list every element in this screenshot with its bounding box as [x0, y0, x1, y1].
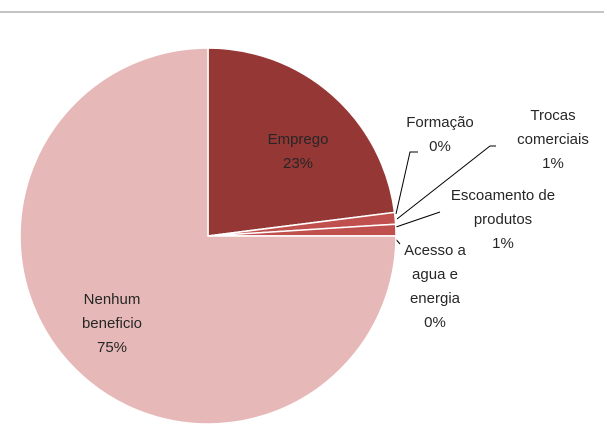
category-label: Escoamento de produtos [450, 187, 556, 228]
slice-label: Escoamento de produtos 1% [441, 184, 566, 256]
value-label: 1% [542, 155, 564, 172]
leader-line [395, 151, 418, 215]
slice-label: Trocas comerciais 1% [508, 104, 598, 176]
value-label: 23% [282, 155, 314, 172]
value-label: 1% [492, 235, 514, 252]
value-label: 0% [424, 314, 446, 331]
category-label: Formação [406, 114, 474, 131]
pie-slice [19, 47, 397, 425]
category-label: Emprego [267, 131, 329, 148]
category-label: Trocas comerciais [517, 107, 589, 148]
value-label: 0% [429, 138, 451, 155]
category-label: Nenhum beneficio [81, 291, 143, 332]
leader-line [396, 145, 496, 220]
value-label: 75% [96, 339, 128, 356]
slice-label: Emprego 23% [243, 128, 353, 176]
pie-slice [207, 47, 396, 237]
slice-label: Acesso a agua e energia 0% [395, 239, 475, 335]
category-label: Acesso a agua e energia [404, 242, 466, 307]
leader-line [395, 211, 441, 228]
slice-label: Nenhum beneficio 75% [72, 288, 152, 360]
slice-label: Formação 0% [390, 111, 490, 159]
